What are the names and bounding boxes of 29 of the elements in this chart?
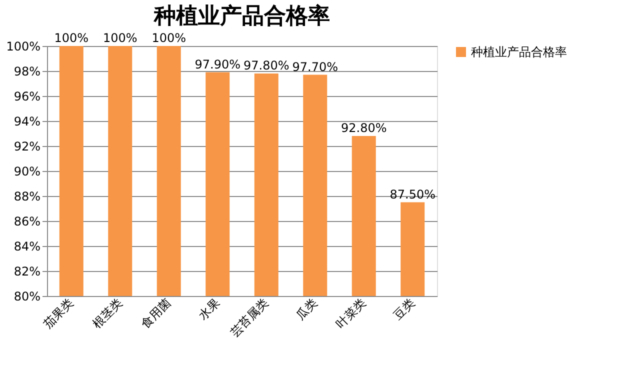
legend-label: 种植业产品合格率	[471, 45, 567, 59]
data-label: 100%	[152, 31, 186, 45]
y-tick-label: 88%	[14, 190, 40, 204]
y-tick-label: 96%	[14, 90, 40, 104]
y-tick-label: 94%	[14, 114, 40, 128]
y-tick-label: 80%	[14, 290, 40, 304]
x-tick-label: 芸苔属类	[227, 296, 272, 340]
x-tick-label: 食用菌	[138, 296, 174, 331]
data-label: 97.80%	[243, 58, 290, 72]
x-tick-label: 水果	[196, 296, 223, 322]
data-label: 97.70%	[292, 60, 338, 74]
y-tick-label: 82%	[14, 264, 40, 278]
y-tick-label: 86%	[14, 214, 40, 228]
x-tick-label: 豆类	[390, 296, 418, 322]
x-tick-label: 瓜类	[293, 296, 320, 322]
data-label: 87.50%	[390, 187, 436, 202]
x-tick-label: 根茎类	[90, 296, 126, 331]
data-label: 100%	[102, 31, 138, 45]
y-tick-label: 84%	[14, 240, 40, 254]
y-tick-label: 98%	[14, 64, 40, 78]
x-tick-label: 叶菜类	[333, 296, 369, 331]
data-label: 100%	[54, 31, 89, 45]
data-label: 97.90%	[194, 57, 241, 72]
y-tick-label: 100%	[6, 40, 40, 54]
data-label: 92.80%	[340, 121, 387, 135]
x-tick-label: 茄果类	[40, 296, 76, 331]
y-tick-label: 92%	[14, 140, 40, 154]
chart-title: 种植业产品合格率	[153, 3, 330, 29]
y-tick-label: 90%	[14, 164, 40, 178]
